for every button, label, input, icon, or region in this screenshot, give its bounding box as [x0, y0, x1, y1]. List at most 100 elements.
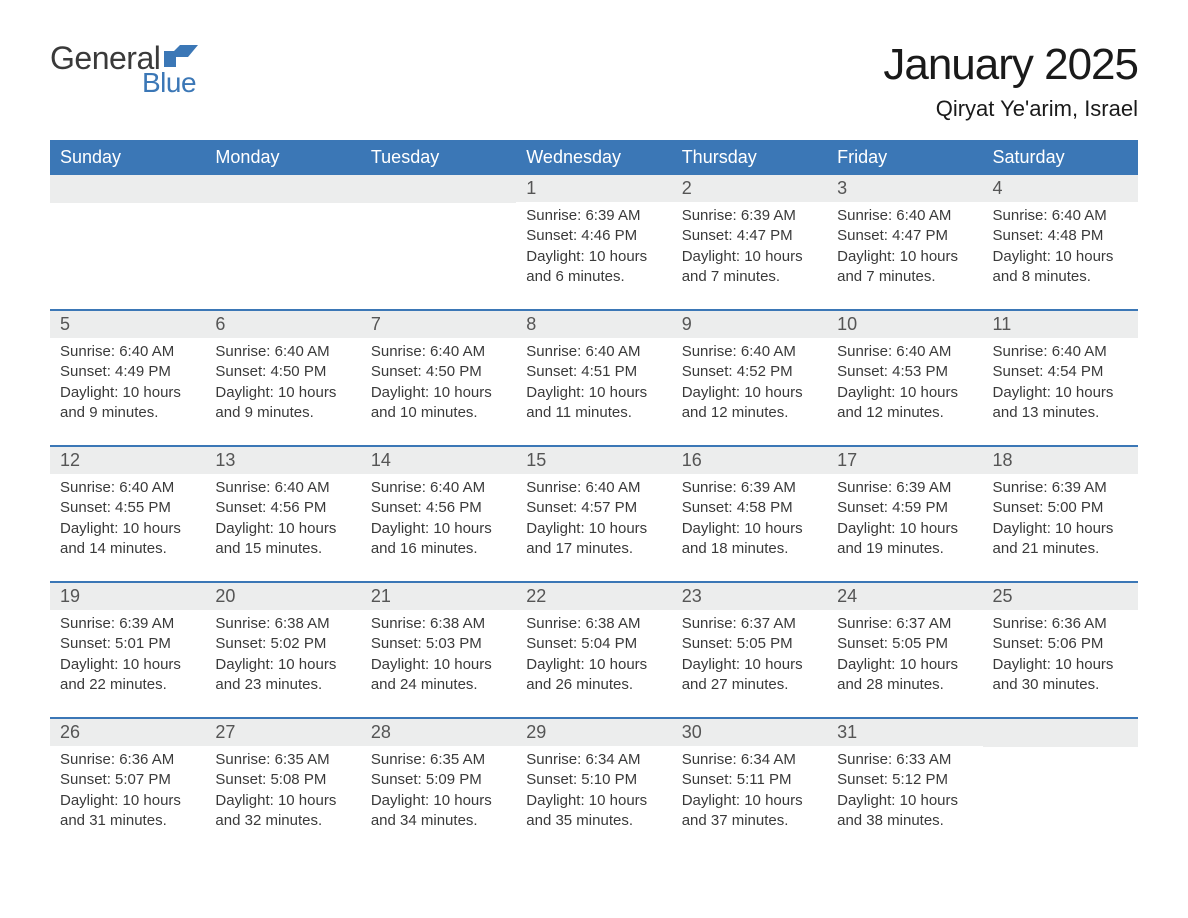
- day-cell: [205, 175, 360, 293]
- daylight-text: Daylight: 10 hours and 37 minutes.: [682, 791, 817, 832]
- day-content: Sunrise: 6:39 AMSunset: 4:47 PMDaylight:…: [672, 202, 827, 293]
- day-content: Sunrise: 6:39 AMSunset: 5:01 PMDaylight:…: [50, 610, 205, 701]
- day-number: 14: [361, 447, 516, 474]
- day-cell: 26Sunrise: 6:36 AMSunset: 5:07 PMDayligh…: [50, 719, 205, 837]
- day-number: 6: [205, 311, 360, 338]
- week-row: 5Sunrise: 6:40 AMSunset: 4:49 PMDaylight…: [50, 309, 1138, 429]
- day-number: 19: [50, 583, 205, 610]
- daylight-text: Daylight: 10 hours and 28 minutes.: [837, 655, 972, 696]
- day-content: Sunrise: 6:39 AMSunset: 4:46 PMDaylight:…: [516, 202, 671, 293]
- day-content: Sunrise: 6:40 AMSunset: 4:49 PMDaylight:…: [50, 338, 205, 429]
- daylight-text: Daylight: 10 hours and 9 minutes.: [60, 383, 195, 424]
- sunset-text: Sunset: 4:53 PM: [837, 362, 972, 382]
- day-cell: 7Sunrise: 6:40 AMSunset: 4:50 PMDaylight…: [361, 311, 516, 429]
- day-number: 31: [827, 719, 982, 746]
- sunset-text: Sunset: 5:09 PM: [371, 770, 506, 790]
- daylight-text: Daylight: 10 hours and 13 minutes.: [993, 383, 1128, 424]
- day-content: Sunrise: 6:40 AMSunset: 4:48 PMDaylight:…: [983, 202, 1138, 293]
- day-cell: 9Sunrise: 6:40 AMSunset: 4:52 PMDaylight…: [672, 311, 827, 429]
- sunset-text: Sunset: 5:01 PM: [60, 634, 195, 654]
- sunrise-text: Sunrise: 6:36 AM: [60, 750, 195, 770]
- day-content: Sunrise: 6:39 AMSunset: 4:59 PMDaylight:…: [827, 474, 982, 565]
- day-content: Sunrise: 6:40 AMSunset: 4:55 PMDaylight:…: [50, 474, 205, 565]
- sunrise-text: Sunrise: 6:40 AM: [837, 206, 972, 226]
- day-cell: 13Sunrise: 6:40 AMSunset: 4:56 PMDayligh…: [205, 447, 360, 565]
- sunset-text: Sunset: 5:07 PM: [60, 770, 195, 790]
- sunrise-text: Sunrise: 6:37 AM: [837, 614, 972, 634]
- day-cell: [361, 175, 516, 293]
- day-content: Sunrise: 6:35 AMSunset: 5:08 PMDaylight:…: [205, 746, 360, 837]
- day-content: Sunrise: 6:40 AMSunset: 4:54 PMDaylight:…: [983, 338, 1138, 429]
- sunrise-text: Sunrise: 6:40 AM: [682, 342, 817, 362]
- day-cell: 3Sunrise: 6:40 AMSunset: 4:47 PMDaylight…: [827, 175, 982, 293]
- sunrise-text: Sunrise: 6:38 AM: [215, 614, 350, 634]
- location: Qiryat Ye'arim, Israel: [883, 96, 1138, 122]
- day-number: 29: [516, 719, 671, 746]
- day-content: Sunrise: 6:40 AMSunset: 4:56 PMDaylight:…: [361, 474, 516, 565]
- sunset-text: Sunset: 5:00 PM: [993, 498, 1128, 518]
- header: General Blue January 2025 Qiryat Ye'arim…: [50, 40, 1138, 122]
- day-cell: [50, 175, 205, 293]
- day-content: Sunrise: 6:35 AMSunset: 5:09 PMDaylight:…: [361, 746, 516, 837]
- day-number: 20: [205, 583, 360, 610]
- week-row: 26Sunrise: 6:36 AMSunset: 5:07 PMDayligh…: [50, 717, 1138, 837]
- day-content: Sunrise: 6:40 AMSunset: 4:57 PMDaylight:…: [516, 474, 671, 565]
- sunrise-text: Sunrise: 6:40 AM: [993, 342, 1128, 362]
- day-content: Sunrise: 6:38 AMSunset: 5:02 PMDaylight:…: [205, 610, 360, 701]
- day-content: Sunrise: 6:34 AMSunset: 5:10 PMDaylight:…: [516, 746, 671, 837]
- day-cell: 4Sunrise: 6:40 AMSunset: 4:48 PMDaylight…: [983, 175, 1138, 293]
- day-cell: 1Sunrise: 6:39 AMSunset: 4:46 PMDaylight…: [516, 175, 671, 293]
- day-cell: 23Sunrise: 6:37 AMSunset: 5:05 PMDayligh…: [672, 583, 827, 701]
- day-content: Sunrise: 6:37 AMSunset: 5:05 PMDaylight:…: [672, 610, 827, 701]
- sunset-text: Sunset: 5:03 PM: [371, 634, 506, 654]
- daylight-text: Daylight: 10 hours and 11 minutes.: [526, 383, 661, 424]
- sunrise-text: Sunrise: 6:40 AM: [215, 478, 350, 498]
- sunrise-text: Sunrise: 6:35 AM: [371, 750, 506, 770]
- sunset-text: Sunset: 4:59 PM: [837, 498, 972, 518]
- day-cell: 11Sunrise: 6:40 AMSunset: 4:54 PMDayligh…: [983, 311, 1138, 429]
- sunrise-text: Sunrise: 6:40 AM: [526, 342, 661, 362]
- day-content: Sunrise: 6:38 AMSunset: 5:03 PMDaylight:…: [361, 610, 516, 701]
- day-number: 5: [50, 311, 205, 338]
- sunset-text: Sunset: 4:47 PM: [837, 226, 972, 246]
- day-number: 8: [516, 311, 671, 338]
- day-cell: 27Sunrise: 6:35 AMSunset: 5:08 PMDayligh…: [205, 719, 360, 837]
- sunset-text: Sunset: 4:47 PM: [682, 226, 817, 246]
- sunrise-text: Sunrise: 6:40 AM: [60, 342, 195, 362]
- daylight-text: Daylight: 10 hours and 7 minutes.: [682, 247, 817, 288]
- sunrise-text: Sunrise: 6:34 AM: [682, 750, 817, 770]
- sunrise-text: Sunrise: 6:36 AM: [993, 614, 1128, 634]
- day-number: 17: [827, 447, 982, 474]
- daylight-text: Daylight: 10 hours and 14 minutes.: [60, 519, 195, 560]
- daylight-text: Daylight: 10 hours and 31 minutes.: [60, 791, 195, 832]
- day-cell: 22Sunrise: 6:38 AMSunset: 5:04 PMDayligh…: [516, 583, 671, 701]
- day-number: 21: [361, 583, 516, 610]
- day-content: Sunrise: 6:39 AMSunset: 4:58 PMDaylight:…: [672, 474, 827, 565]
- sunset-text: Sunset: 5:05 PM: [682, 634, 817, 654]
- day-header-sunday: Sunday: [50, 140, 205, 175]
- day-cell: 24Sunrise: 6:37 AMSunset: 5:05 PMDayligh…: [827, 583, 982, 701]
- daylight-text: Daylight: 10 hours and 34 minutes.: [371, 791, 506, 832]
- title-block: January 2025 Qiryat Ye'arim, Israel: [883, 40, 1138, 122]
- day-content: Sunrise: 6:33 AMSunset: 5:12 PMDaylight:…: [827, 746, 982, 837]
- sunrise-text: Sunrise: 6:40 AM: [60, 478, 195, 498]
- daylight-text: Daylight: 10 hours and 18 minutes.: [682, 519, 817, 560]
- day-content: Sunrise: 6:40 AMSunset: 4:47 PMDaylight:…: [827, 202, 982, 293]
- sunset-text: Sunset: 5:05 PM: [837, 634, 972, 654]
- sunrise-text: Sunrise: 6:39 AM: [993, 478, 1128, 498]
- day-number: 30: [672, 719, 827, 746]
- day-header-wednesday: Wednesday: [516, 140, 671, 175]
- daylight-text: Daylight: 10 hours and 30 minutes.: [993, 655, 1128, 696]
- day-cell: 14Sunrise: 6:40 AMSunset: 4:56 PMDayligh…: [361, 447, 516, 565]
- day-number: 23: [672, 583, 827, 610]
- day-cell: 8 Sunrise: 6:40 AMSunset: 4:51 PMDaylight…: [516, 311, 671, 429]
- sunrise-text: Sunrise: 6:34 AM: [526, 750, 661, 770]
- logo-text-blue: Blue: [142, 67, 196, 99]
- day-content: Sunrise: 6:36 AMSunset: 5:07 PMDaylight:…: [50, 746, 205, 837]
- sunset-text: Sunset: 5:11 PM: [682, 770, 817, 790]
- day-cell: 2Sunrise: 6:39 AMSunset: 4:47 PMDaylight…: [672, 175, 827, 293]
- day-content: Sunrise: 6:40 AMSunset: 4:50 PMDaylight:…: [361, 338, 516, 429]
- sunset-text: Sunset: 4:51 PM: [526, 362, 661, 382]
- sunrise-text: Sunrise: 6:33 AM: [837, 750, 972, 770]
- day-number: 22: [516, 583, 671, 610]
